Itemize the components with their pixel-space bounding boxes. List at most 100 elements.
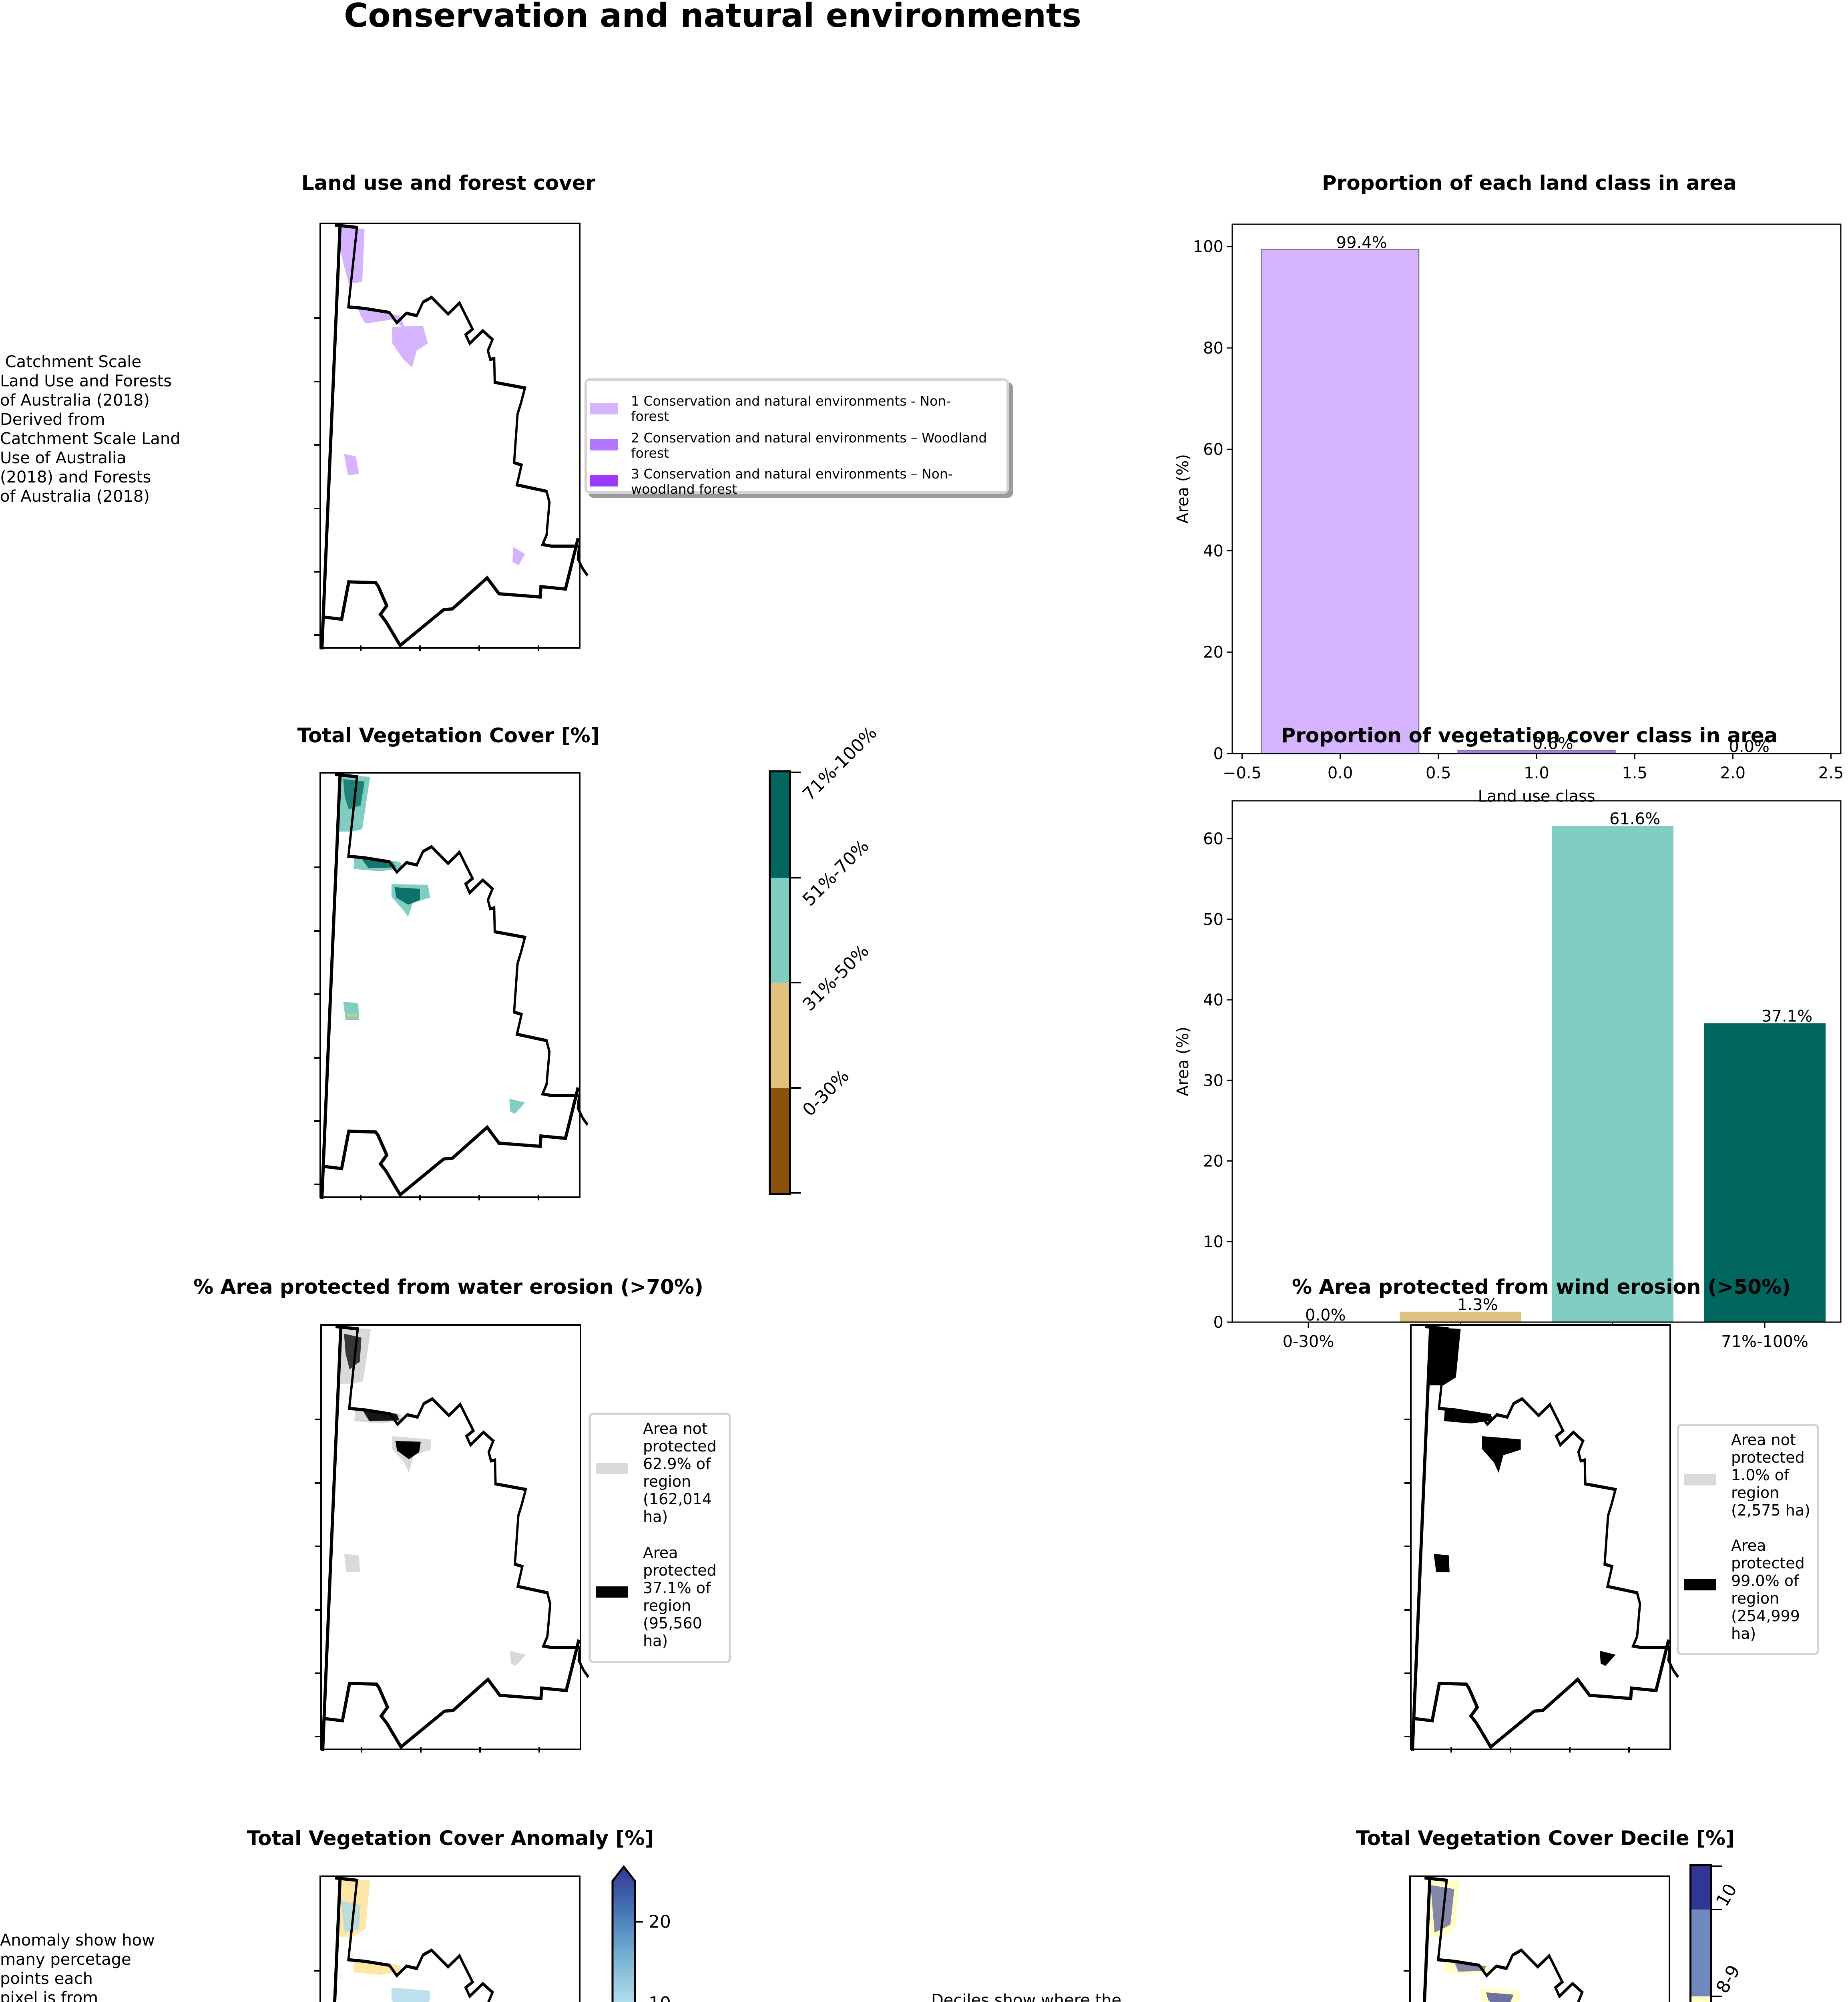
erosion-patch <box>344 1554 360 1572</box>
y-tick-label: 10 <box>1203 1233 1223 1251</box>
x-tick-label: 1.5 <box>1622 764 1647 782</box>
colorbar-tick <box>1710 1865 1722 1867</box>
y-tick-label: 0 <box>1213 1313 1223 1332</box>
plot-frame <box>1231 800 1842 1323</box>
decile-map[interactable] <box>1404 1875 1670 2002</box>
water-erosion-map[interactable] <box>315 1324 589 1753</box>
catchment-outline <box>321 1326 343 1751</box>
anomaly-patch <box>391 1987 430 2002</box>
bar <box>1400 1311 1521 1322</box>
data-label: 0.0% <box>1729 738 1770 756</box>
veg-cover-map-canvas <box>320 773 589 1199</box>
veg-patch <box>343 779 365 810</box>
catchment-outline <box>1411 1326 1432 1751</box>
x-tick-label: −0.5 <box>1223 764 1261 782</box>
y-tick-label: 30 <box>1203 1071 1223 1090</box>
catchment-outline <box>320 225 342 650</box>
y-axis-label: Area (%) <box>1174 1027 1192 1096</box>
y-tick-label: 0 <box>1213 745 1223 763</box>
map-y-tick <box>314 1057 319 1059</box>
veg-patch <box>346 1013 358 1017</box>
x-tick-label: 0.5 <box>1426 764 1451 782</box>
anomaly-colorbar: 20100−10−20 <box>611 1865 671 2002</box>
map-y-tick <box>314 317 319 319</box>
map-y-tick <box>314 993 319 995</box>
colorbar-tick <box>789 772 801 773</box>
legend-swatch-not-protected <box>596 1463 628 1474</box>
map-y-tick <box>314 930 319 932</box>
map-x-tick <box>478 1195 480 1200</box>
data-label: 61.6% <box>1609 810 1660 828</box>
colorbar-label: 8-9 <box>1712 1961 1744 1997</box>
y-tick-label: 40 <box>1203 542 1223 560</box>
decile-colorbar: 12-34-78-910 <box>1689 1864 1744 2002</box>
land-use-map[interactable] <box>314 223 589 651</box>
map-x-tick <box>360 1747 362 1753</box>
colorbar-tick <box>1710 1995 1722 1997</box>
map-y-tick <box>1404 1736 1410 1738</box>
land-use-patches <box>339 226 525 565</box>
map-y-tick <box>314 1120 319 1122</box>
veg-cover-map[interactable] <box>314 772 589 1200</box>
catchment-outline <box>1425 1325 1679 1678</box>
water-erosion-title: % Area protected from water erosion (>70… <box>193 1275 703 1298</box>
catchment-outline <box>334 1876 494 2002</box>
catchment-outline <box>322 1639 581 1750</box>
land-use-legend: 1 Conservation and natural environments … <box>585 378 1009 497</box>
colorbar-segment <box>771 877 789 983</box>
bar <box>1704 1023 1826 1322</box>
x-tick-label: 2.0 <box>1720 764 1746 782</box>
veg-cover-bar-chart: 0.0%1.3%61.6%37.1%01020304050600-30%31%-… <box>1174 800 1842 1374</box>
map-y-tick <box>314 571 319 573</box>
map-y-tick <box>1404 1970 1409 1972</box>
erosion-patch <box>1434 1554 1450 1572</box>
anomaly-map-title: Total Vegetation Cover Anomaly [%] <box>247 1827 654 1850</box>
map-y-tick <box>1404 1419 1410 1421</box>
land-use-patch <box>392 326 428 368</box>
erosion-patch <box>395 1441 421 1459</box>
map-y-tick <box>1404 1482 1410 1484</box>
map-y-tick <box>314 1970 319 1972</box>
catchment-outline <box>1412 1639 1670 1750</box>
anomaly-map[interactable] <box>314 1875 581 2002</box>
data-label: 0.6% <box>1533 734 1573 753</box>
land-use-source-note: Catchment Scale Land Use and Forests of … <box>0 353 181 506</box>
colorbar-segment <box>1691 1996 1710 2002</box>
colorbar-tick <box>789 1087 801 1089</box>
map-y-tick <box>315 1609 320 1611</box>
map-x-tick <box>1509 1747 1511 1753</box>
veg-patch <box>360 858 396 868</box>
map-x-tick <box>478 645 480 651</box>
map-x-tick <box>360 1195 362 1200</box>
colorbar-segment <box>771 983 789 1088</box>
colorbar-label: 10 <box>1712 1880 1741 1910</box>
anomaly-note: Anomaly show how many percetage points e… <box>0 1931 155 2002</box>
y-tick-label: 60 <box>1203 440 1223 459</box>
map-y-tick <box>314 507 319 509</box>
decile-patch <box>1430 1885 1454 1933</box>
catchment-outline <box>333 1877 342 2002</box>
data-label: 37.1% <box>1762 1007 1812 1025</box>
decile-patch <box>1486 1992 1514 2002</box>
map-y-tick <box>315 1546 320 1548</box>
legend-label: 1 Conservation and natural environments … <box>631 393 951 424</box>
y-tick-label: 20 <box>1203 643 1223 662</box>
veg-cover-map-title: Total Vegetation Cover [%] <box>297 724 600 747</box>
colorbar-label: 0-30% <box>798 1065 854 1120</box>
colorbar-segment <box>771 1087 789 1193</box>
y-tick-label: 80 <box>1203 339 1223 358</box>
map-x-tick <box>479 1747 481 1753</box>
map-y-tick <box>314 634 319 636</box>
decile-map-title: Total Vegetation Cover Decile [%] <box>1356 1827 1735 1850</box>
wind-erosion-map[interactable] <box>1404 1324 1679 1753</box>
veg-patch <box>343 1001 359 1020</box>
erosion-patch <box>1444 1408 1493 1424</box>
catchment-outline <box>321 1087 580 1198</box>
erosion-patch <box>510 1650 526 1666</box>
legend-label: 2 Conservation and natural environments … <box>631 430 987 461</box>
erosion-patch <box>1482 1436 1521 1473</box>
y-tick-label: 20 <box>1203 1152 1223 1171</box>
legend-swatch-woodland <box>590 439 618 450</box>
map-x-tick <box>538 1747 540 1753</box>
anomaly-map-canvas <box>333 1876 494 2002</box>
